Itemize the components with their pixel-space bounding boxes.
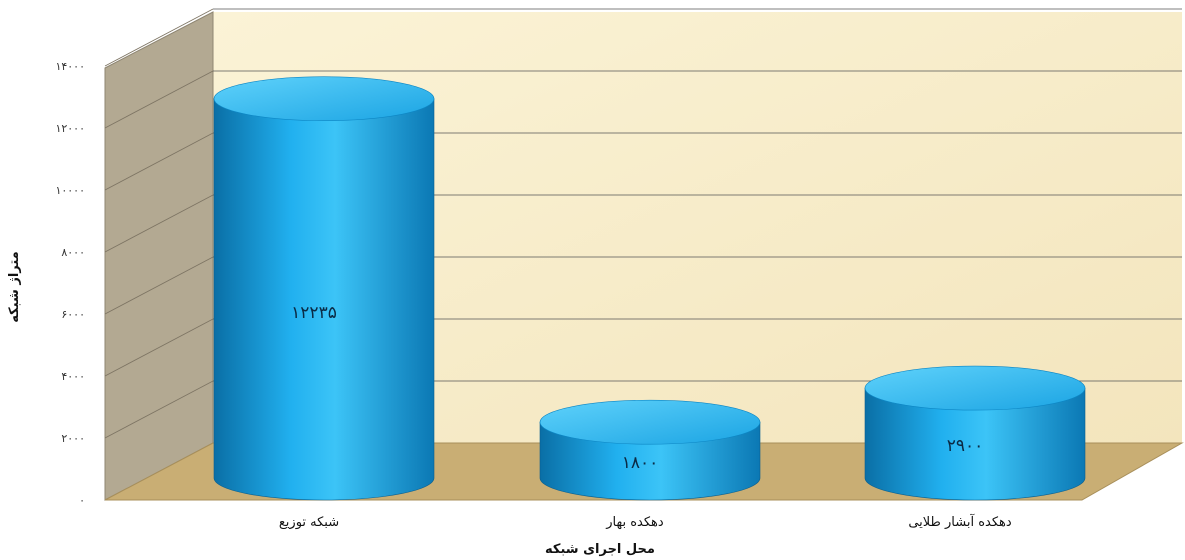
- y-tick-label: ۴۰۰۰: [61, 370, 85, 383]
- category-label: شبکه توزیع: [279, 515, 339, 530]
- category-labels: شبکه توزیع دهکده بهار دهکده آبشار طلایی: [279, 513, 1012, 530]
- y-tick-label: ۱۰۰۰۰: [55, 184, 85, 197]
- y-tick-label: ۱۴۰۰۰: [55, 60, 85, 73]
- category-label: دهکده بهار: [605, 515, 664, 530]
- bar: ۱۲۲۳۵: [213, 76, 435, 501]
- data-label: ۱۲۲۳۵: [291, 303, 337, 323]
- side-gridline: [104, 132, 214, 191]
- bar-top: [864, 365, 1086, 411]
- side-gridline: [104, 256, 214, 315]
- side-gridline: [104, 8, 214, 67]
- y-axis-title: متراژ شبکه: [7, 251, 22, 322]
- side-gridline: [104, 194, 214, 253]
- y-tick-label: ۲۰۰۰: [61, 432, 85, 445]
- side-gridline: [104, 318, 214, 377]
- bar-top: [213, 76, 435, 122]
- back-wall: [213, 12, 1182, 443]
- side-gridline: [104, 380, 214, 439]
- bar-body: [864, 387, 1086, 501]
- category-label: دهکده آبشار طلایی: [908, 513, 1012, 530]
- y-axis-ticks: ۰ ۲۰۰۰ ۴۰۰۰ ۶۰۰۰ ۸۰۰۰ ۱۰۰۰۰ ۱۲۰۰۰ ۱۴۰۰۰: [55, 60, 85, 507]
- data-label: ۱۸۰۰: [622, 453, 659, 473]
- bar-top: [539, 399, 761, 445]
- side-wall: [104, 11, 214, 501]
- y-tick-label: ۱۲۰۰۰: [55, 122, 85, 135]
- y-tick-label: ۶۰۰۰: [61, 308, 85, 321]
- bar-body: [539, 421, 761, 501]
- x-axis-title: محل اجرای شبکه: [545, 542, 655, 557]
- bar-body: [213, 98, 435, 501]
- side-gridline: [104, 70, 214, 129]
- y-tick-label: ۸۰۰۰: [61, 246, 85, 259]
- bar: ۱۸۰۰: [539, 399, 761, 501]
- y-tick-label: ۰: [79, 494, 85, 507]
- bar: ۲۹۰۰: [864, 365, 1086, 501]
- bars: ۱۲۲۳۵ ۱۸۰۰ ۲۹۰۰: [213, 76, 1086, 501]
- data-label: ۲۹۰۰: [947, 436, 984, 456]
